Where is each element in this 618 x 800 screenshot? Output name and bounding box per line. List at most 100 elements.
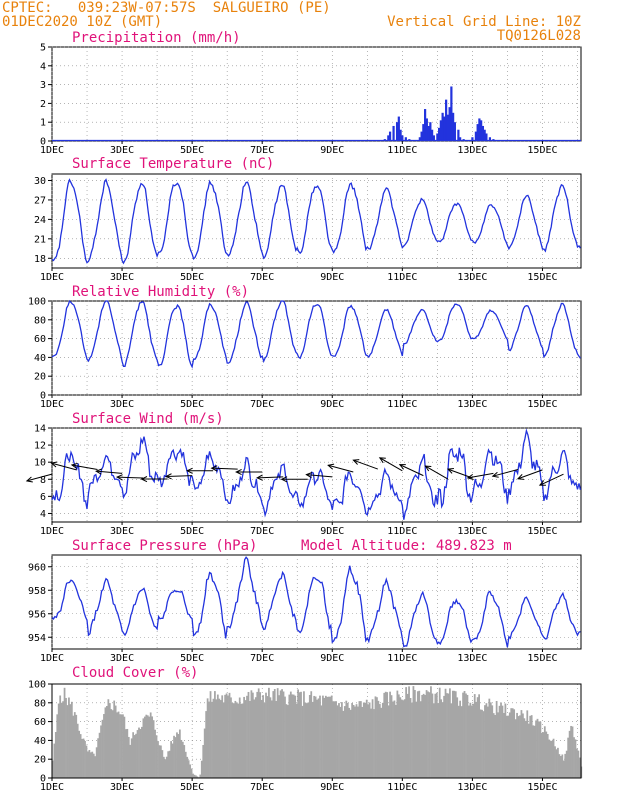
cloud-title: Cloud Cover (%) [72,665,198,681]
precip-bar [438,127,441,141]
cloud-bar [97,738,100,778]
cloud-bar [530,715,533,778]
cloud-bar [322,695,324,778]
cloud-bar [412,686,415,778]
cloud-bar [392,701,394,778]
cloud-ytick-label: 0 [40,774,46,785]
cloud-bar [341,702,343,778]
wind-frame [51,427,582,523]
cloud-bar [215,699,218,778]
cloud-bar [178,729,181,778]
cloud-bar [101,719,104,778]
cloud-bar [368,702,371,778]
cloud-bar [364,702,367,778]
cloud-bar [505,715,508,778]
wind-series-line [51,428,582,520]
cloud-xtick-label: 9DEC [320,782,344,793]
cloud-bar [110,709,113,778]
cloud-bar [270,700,273,778]
cloud-bar [139,729,142,778]
cloud-bar [162,756,165,778]
cloud-bar [135,733,137,778]
cloud-bar [73,712,76,778]
temp-frame [51,173,582,269]
cloud-bar [231,702,234,778]
temp-xtick-label: 9DEC [320,272,344,283]
cloud-bar [465,693,467,778]
rh-xtick-label: 13DEC [457,399,487,410]
cloud-bar [450,703,453,778]
wind-arrow-head [516,474,525,480]
cloud-bar [103,714,105,778]
cloud-bar [247,691,250,778]
cloud-bar [193,774,196,778]
cloud-bar [94,756,97,778]
cloud-bar [263,703,266,778]
cloud-bar [551,740,553,778]
cloud-bar [468,705,470,778]
cloud-bar [69,704,72,778]
cloud-bar [491,705,494,778]
precip-bar [446,114,449,141]
cloud-bar [403,699,406,778]
cloud-bar [482,711,485,778]
cloud-bar [305,703,308,778]
wind-arrow-head [235,468,242,476]
cloud-bar [176,732,178,778]
cloud-bar [427,691,429,778]
cloud-bar [507,715,510,778]
cloud-bar [345,700,348,778]
cloud-bar [177,734,180,778]
wind-arrow [447,468,473,479]
cloud-bar [381,702,384,778]
temp-ytick-label: 18 [34,254,46,265]
rh-xtick-label: 11DEC [387,399,417,410]
cloud-bar [235,702,238,778]
rh-title: Relative Humidity (%) [72,284,249,300]
cloud-bar [558,754,561,778]
cloud-bar [82,738,85,778]
precip-xtick-label: 11DEC [387,145,417,156]
rh-xtick-label: 15DEC [527,399,557,410]
cloud-bar [576,748,578,778]
cloud-bar [380,707,383,778]
temp-xtick-label: 7DEC [250,272,274,283]
cloud-bar [133,735,136,778]
cloud-bar [402,700,405,778]
precip-bar [431,129,434,141]
wind-arrow-head [446,468,454,474]
precip-bar [441,112,444,141]
pressure-ytick-label: 956 [28,609,46,620]
wind-arrow-head [327,463,335,470]
wind-arrow-head [210,465,218,472]
wind-arrow-head [466,473,474,480]
wind-arrow-head [50,461,58,468]
cloud-bar [241,703,244,778]
cloud-bar [393,700,396,778]
cloud-bar [329,696,332,778]
precip-xtick-label: 13DEC [457,145,487,156]
cloud-bar [300,691,302,778]
cloud-bar [359,701,362,778]
cloud-bar [260,699,263,778]
precip-xtick-label: 3DEC [110,145,134,156]
cloud-bar [78,730,81,778]
wind-arrow [96,470,123,474]
cloud-bar [354,706,356,778]
precip-bar [488,137,492,141]
wind-arrow-head [140,476,148,483]
precip-bar [443,116,446,141]
pressure-xtick-label: 15DEC [527,653,557,664]
cloud-bar [291,694,294,778]
precip-bar [476,124,479,141]
cloud-bar [52,760,54,778]
cloud-bar [237,703,240,778]
cloud-bar [449,688,451,778]
cloud-bar [327,696,330,778]
cloud-ytick-label: 100 [28,680,46,691]
precip-bar [392,125,395,141]
cloud-bar [111,710,114,778]
cloud-bar [339,706,342,778]
precip-bar [481,125,485,141]
cloud-bar [95,747,98,778]
